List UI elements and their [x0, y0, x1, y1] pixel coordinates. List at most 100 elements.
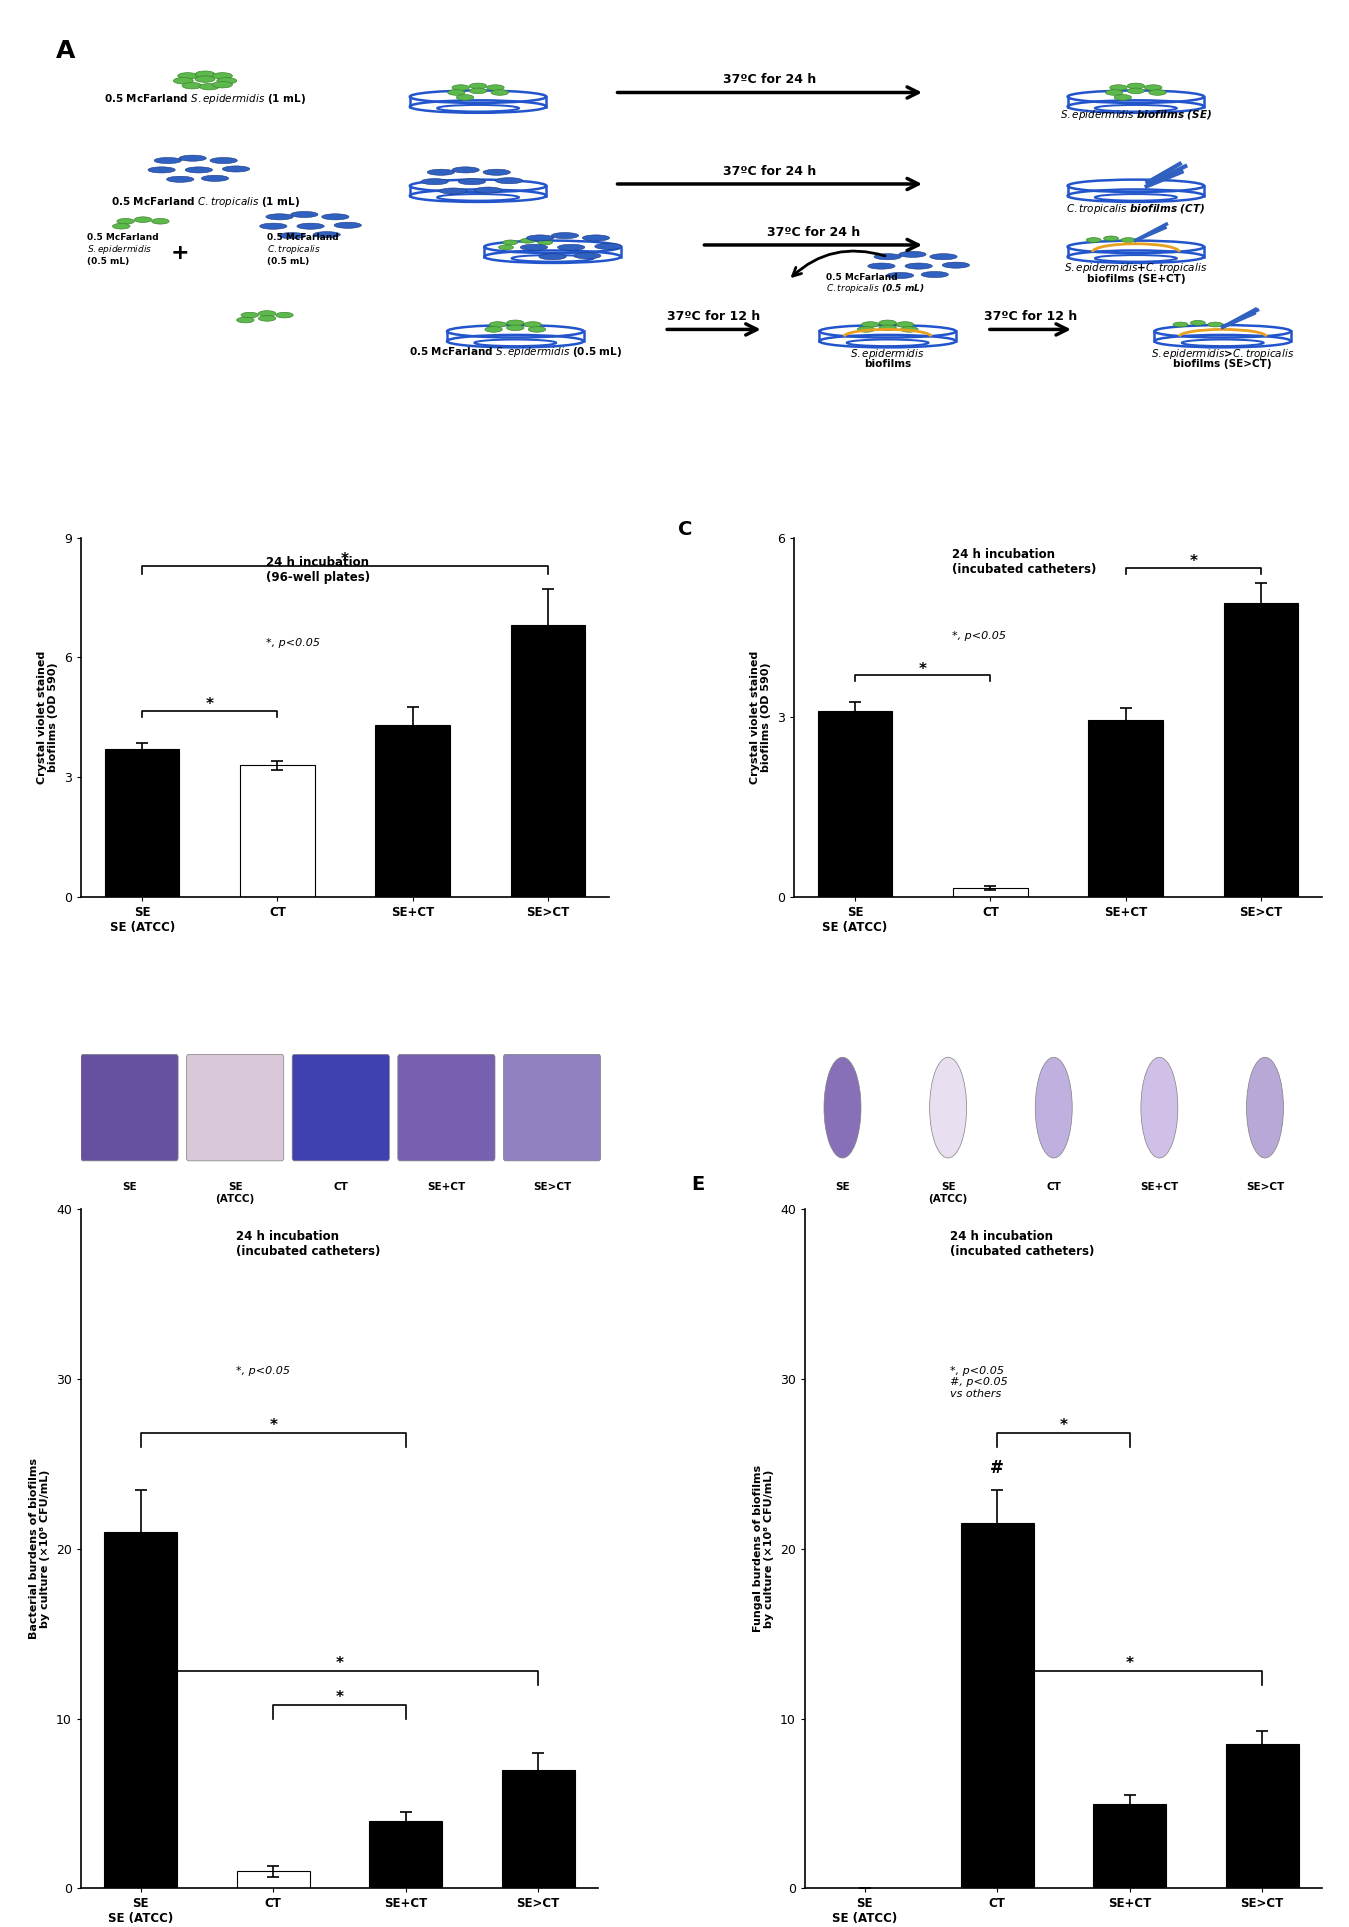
Ellipse shape: [880, 326, 896, 331]
Ellipse shape: [886, 272, 913, 279]
Bar: [511, 626, 585, 898]
Ellipse shape: [236, 318, 254, 324]
Ellipse shape: [213, 73, 232, 79]
Ellipse shape: [1121, 237, 1136, 243]
Ellipse shape: [174, 77, 193, 85]
Text: biofilms (SE>CT): biofilms (SE>CT): [1174, 360, 1272, 370]
Text: 37ºC for 24 h: 37ºC for 24 h: [766, 225, 859, 239]
Text: $C. tropicalis$: $C. tropicalis$: [267, 243, 321, 256]
Ellipse shape: [521, 245, 548, 251]
Ellipse shape: [1246, 1058, 1283, 1158]
Text: *, p<0.05
#, p<0.05
vs others: *, p<0.05 #, p<0.05 vs others: [950, 1366, 1008, 1399]
Ellipse shape: [475, 187, 502, 193]
Ellipse shape: [223, 166, 250, 172]
Ellipse shape: [874, 254, 901, 260]
Ellipse shape: [185, 168, 213, 173]
Text: $C. tropicalis$ (0.5 mL): $C. tropicalis$ (0.5 mL): [826, 281, 924, 295]
Text: 37ºC for 12 h: 37ºC for 12 h: [668, 310, 761, 324]
Text: 0.5 McFarland $S. epidermidis$ (1 mL): 0.5 McFarland $S. epidermidis$ (1 mL): [104, 92, 306, 106]
Text: SE+CT: SE+CT: [428, 1183, 465, 1193]
Text: $C. tropicalis$ biofilms (CT): $C. tropicalis$ biofilms (CT): [1066, 202, 1206, 216]
Ellipse shape: [259, 224, 287, 229]
Ellipse shape: [1086, 237, 1101, 243]
Ellipse shape: [1114, 94, 1132, 100]
Text: $S. epidermidis$ biofilms (SE): $S. epidermidis$ biofilms (SE): [1060, 108, 1211, 121]
Text: 0.5 McFarland: 0.5 McFarland: [267, 233, 339, 243]
Ellipse shape: [499, 245, 514, 251]
Text: 0.5 McFarland: 0.5 McFarland: [88, 233, 159, 243]
Text: biofilms: biofilms: [863, 360, 912, 370]
Bar: [1089, 721, 1163, 898]
Ellipse shape: [321, 214, 349, 220]
Ellipse shape: [421, 179, 448, 185]
Ellipse shape: [1105, 91, 1122, 94]
Text: SE+CT: SE+CT: [1140, 1183, 1179, 1193]
Ellipse shape: [148, 168, 175, 173]
Text: SE
(ATCC): SE (ATCC): [928, 1183, 967, 1204]
Text: 0.5 McFarland $S. epidermidis$ (0.5 mL): 0.5 McFarland $S. epidermidis$ (0.5 mL): [409, 345, 622, 358]
Text: $S. epidermidis$+$C. tropicalis$: $S. epidermidis$+$C. tropicalis$: [1064, 260, 1207, 276]
Ellipse shape: [196, 71, 214, 77]
Text: biofilms (SE+CT): biofilms (SE+CT): [1086, 274, 1186, 283]
Text: $S. epidermidis$: $S. epidermidis$: [850, 347, 925, 360]
Text: (0.5 mL): (0.5 mL): [267, 256, 309, 266]
Text: SE: SE: [123, 1183, 136, 1193]
Text: #: #: [990, 1459, 1004, 1476]
Ellipse shape: [259, 316, 275, 322]
Ellipse shape: [452, 85, 469, 91]
Ellipse shape: [297, 224, 324, 229]
Ellipse shape: [521, 239, 536, 243]
Ellipse shape: [166, 175, 194, 183]
Ellipse shape: [1144, 85, 1161, 91]
Bar: [960, 1524, 1033, 1888]
Ellipse shape: [1110, 85, 1128, 91]
Text: SE>CT: SE>CT: [1246, 1183, 1284, 1193]
Text: *: *: [270, 1418, 278, 1434]
Y-axis label: Fungal burdens of biofilms
by culture (×10⁸ CFU/mL): Fungal burdens of biofilms by culture (×…: [753, 1465, 774, 1632]
Ellipse shape: [448, 91, 465, 94]
Text: 0.5 McFarland: 0.5 McFarland: [826, 274, 897, 281]
Ellipse shape: [241, 312, 259, 318]
Ellipse shape: [557, 245, 585, 251]
Text: *, p<0.05: *, p<0.05: [952, 630, 1006, 642]
Bar: [1093, 1804, 1166, 1888]
Ellipse shape: [880, 320, 896, 326]
Ellipse shape: [507, 326, 523, 331]
Text: $S. epidermidis$>$C. tropicalis$: $S. epidermidis$>$C. tropicalis$: [1151, 347, 1295, 360]
Ellipse shape: [595, 243, 622, 249]
Ellipse shape: [275, 312, 293, 318]
FancyBboxPatch shape: [186, 1054, 283, 1160]
Ellipse shape: [552, 233, 579, 239]
Ellipse shape: [867, 264, 896, 270]
Ellipse shape: [1128, 89, 1144, 94]
Text: *, p<0.05: *, p<0.05: [236, 1366, 290, 1376]
Bar: [104, 1532, 177, 1888]
Ellipse shape: [200, 83, 220, 91]
Text: *, p<0.05: *, p<0.05: [266, 638, 320, 647]
Ellipse shape: [538, 241, 553, 245]
Ellipse shape: [217, 77, 236, 85]
Ellipse shape: [335, 222, 362, 227]
Ellipse shape: [929, 1058, 967, 1158]
Ellipse shape: [469, 89, 487, 94]
Ellipse shape: [112, 224, 130, 229]
Text: *: *: [1125, 1655, 1133, 1671]
Text: C: C: [677, 520, 692, 538]
Bar: [240, 765, 314, 898]
Ellipse shape: [898, 251, 927, 258]
Text: (0.5 mL): (0.5 mL): [88, 256, 130, 266]
Text: 0.5 McFarland $C. tropicalis$ (1 mL): 0.5 McFarland $C. tropicalis$ (1 mL): [111, 195, 299, 210]
Ellipse shape: [178, 73, 197, 79]
Ellipse shape: [1207, 322, 1222, 328]
Ellipse shape: [278, 233, 306, 239]
Text: SE: SE: [835, 1183, 850, 1193]
Text: *: *: [336, 1690, 344, 1705]
Ellipse shape: [210, 158, 237, 164]
Y-axis label: Crystal violet stained
biofilms (OD 590): Crystal violet stained biofilms (OD 590): [750, 651, 772, 784]
Ellipse shape: [484, 328, 502, 331]
Text: *: *: [336, 1655, 344, 1671]
Ellipse shape: [459, 179, 486, 185]
Text: 24 h incubation
(incubated catheters): 24 h incubation (incubated catheters): [952, 549, 1097, 576]
Ellipse shape: [1128, 83, 1144, 89]
Text: +: +: [171, 243, 190, 264]
